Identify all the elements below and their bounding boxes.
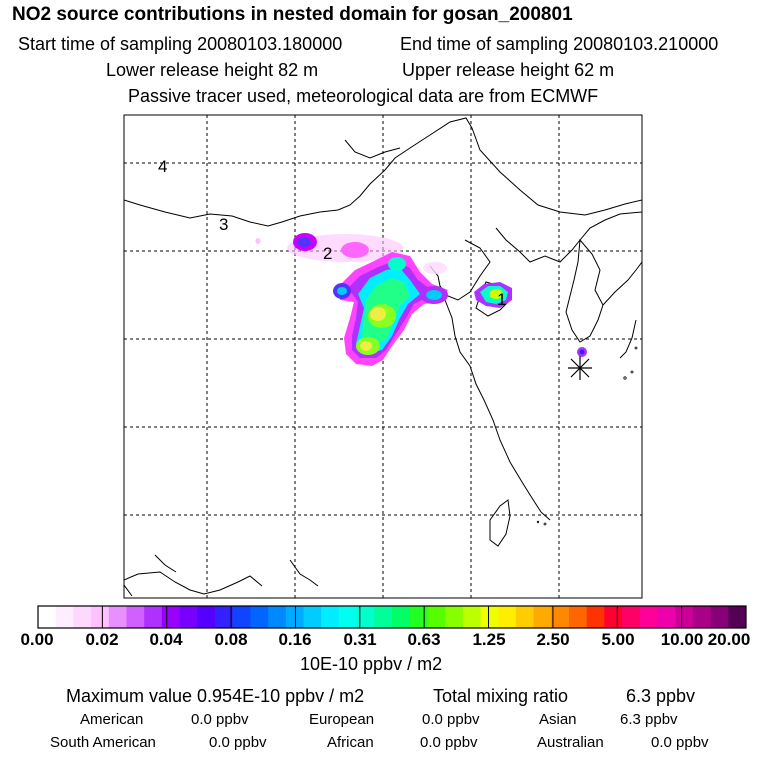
colorbar-swatch — [215, 606, 234, 628]
colorbar-tick-6: 0.63 — [407, 630, 441, 649]
colorbar-frame — [37, 605, 747, 629]
colorbar-swatch — [728, 606, 747, 628]
region-name-south-american: South American — [50, 734, 156, 751]
colorbar-swatch — [569, 606, 588, 628]
colorbar-tick-7: 1.25 — [472, 630, 506, 649]
colorbar-tick-10: 10.00 — [660, 630, 704, 649]
region-value-asian: 6.3 ppbv — [620, 711, 678, 728]
total-mixing-value: 6.3 ppbv — [626, 686, 696, 706]
end-time-label: End time of sampling 20080103.210000 — [400, 34, 719, 54]
map-panel: 4 3 2 1 — [123, 114, 643, 599]
colorbar-swatch — [480, 606, 499, 628]
colorbar-swatch — [250, 606, 269, 628]
region-name-american: American — [80, 711, 144, 728]
colorbar-swatch — [692, 606, 712, 628]
colorbar-swatch — [285, 606, 304, 628]
colorbar-swatch — [551, 606, 570, 628]
colorbar-swatch — [126, 606, 145, 628]
colorbar-tick-9: 5.00 — [601, 630, 635, 649]
colorbar-swatch — [338, 606, 358, 628]
region-name-asian: Asian — [539, 711, 577, 728]
colorbar-tick-4: 0.16 — [278, 630, 312, 649]
colorbar-swatch — [232, 606, 251, 628]
colorbar-swatch — [622, 606, 641, 628]
max-value-label: Maximum value 0.954E-10 ppbv / m2 — [66, 686, 365, 706]
colorbar-tick-0: 0.00 — [20, 630, 54, 649]
day-label-3: 3 — [219, 215, 228, 234]
region-value-african: 0.0 ppbv — [420, 734, 478, 751]
colorbar-swatch — [445, 606, 464, 628]
colorbar-swatch — [710, 606, 729, 628]
colorbar-tick-11: 20.00 — [707, 630, 751, 649]
colorbar-tick-1: 0.02 — [85, 630, 119, 649]
region-value-european: 0.0 ppbv — [422, 711, 480, 728]
colorbar-swatch — [639, 606, 658, 628]
colorbar-swatch — [303, 606, 322, 628]
colorbar-swatch — [91, 606, 110, 628]
colorbar-tick-8: 2.50 — [536, 630, 570, 649]
colorbar-units: 10E-10 ppbv / m2 — [300, 654, 443, 674]
colorbar-swatch — [108, 606, 127, 628]
colorbar-swatch — [197, 606, 216, 628]
lower-release-label: Lower release height 82 m — [106, 60, 319, 80]
colorbar-swatch — [498, 606, 517, 628]
colorbar-swatch — [533, 606, 552, 628]
day-label-1: 1 — [497, 290, 506, 309]
colorbar-swatch — [38, 606, 57, 628]
receptor-star-icon — [568, 356, 592, 380]
tracer-note: Passive tracer used, meteorological data… — [128, 86, 599, 106]
day-label-2: 2 — [323, 244, 332, 263]
upper-release-label: Upper release height 62 m — [402, 60, 615, 80]
colorbar-swatch — [179, 606, 198, 628]
colorbar-swatch — [55, 606, 74, 628]
region-value-south-american: 0.0 ppbv — [209, 734, 267, 751]
colorbar-swatch — [321, 606, 340, 628]
colorbar-swatch — [392, 606, 411, 628]
colorbar-tick-2: 0.04 — [149, 630, 183, 649]
colorbar-swatch — [427, 606, 446, 628]
colorbar-tick-5: 0.31 — [343, 630, 377, 649]
total-mixing-label: Total mixing ratio — [433, 686, 569, 706]
colorbar-swatch — [374, 606, 393, 628]
region-value-american: 0.0 ppbv — [191, 711, 249, 728]
concentration-plume — [255, 233, 587, 366]
colorbar-swatch — [73, 606, 92, 628]
colorbar-swatch — [144, 606, 163, 628]
colorbar — [37, 605, 747, 629]
colorbar-swatch — [675, 606, 694, 628]
colorbar-swatch — [161, 606, 181, 628]
colorbar-swatch — [409, 606, 428, 628]
colorbar-swatch — [604, 606, 623, 628]
colorbar-swatch — [586, 606, 605, 628]
islands — [536, 346, 638, 526]
day-label-4: 4 — [158, 157, 167, 176]
colorbar-swatch — [462, 606, 481, 628]
colorbar-swatch — [657, 606, 676, 628]
region-name-european: European — [309, 711, 375, 728]
region-name-african: African — [327, 734, 374, 751]
start-time-label: Start time of sampling 20080103.180000 — [18, 34, 343, 54]
colorbar-swatch — [356, 606, 375, 628]
colorbar-tick-3: 0.08 — [214, 630, 248, 649]
colorbar-swatch — [515, 606, 535, 628]
region-value-australian: 0.0 ppbv — [651, 734, 709, 751]
region-name-australian: Australian — [537, 734, 604, 751]
colorbar-swatch — [268, 606, 287, 628]
map-title: NO2 source contributions in nested domai… — [12, 4, 573, 25]
